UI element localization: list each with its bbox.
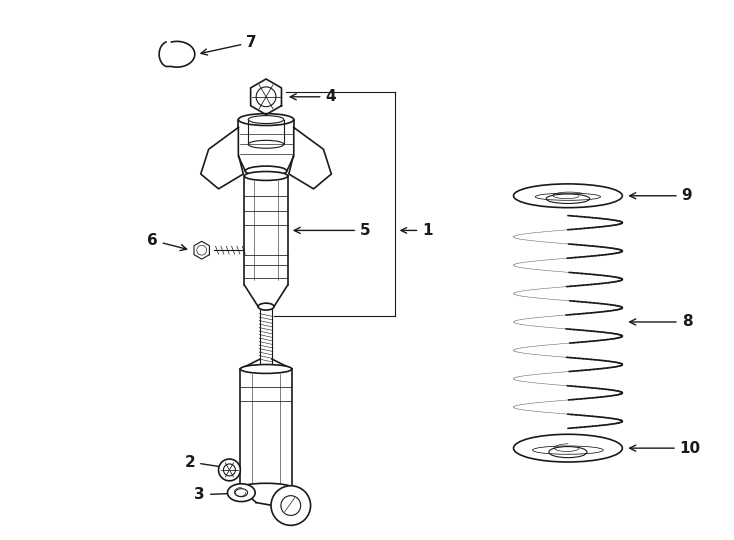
Polygon shape	[240, 369, 292, 488]
Ellipse shape	[244, 172, 288, 180]
Text: 8: 8	[630, 314, 692, 329]
Circle shape	[256, 87, 276, 107]
Circle shape	[281, 496, 301, 516]
Circle shape	[219, 459, 240, 481]
Circle shape	[223, 464, 236, 476]
Polygon shape	[256, 503, 308, 505]
Ellipse shape	[240, 483, 292, 492]
Ellipse shape	[258, 303, 274, 310]
Polygon shape	[260, 308, 272, 364]
Ellipse shape	[239, 113, 294, 125]
Circle shape	[271, 486, 310, 525]
Text: 6: 6	[147, 233, 186, 251]
Ellipse shape	[235, 489, 247, 497]
Text: 5: 5	[294, 223, 371, 238]
Text: 1: 1	[423, 223, 433, 238]
Ellipse shape	[245, 166, 287, 176]
Ellipse shape	[248, 140, 284, 148]
Text: 2: 2	[184, 455, 237, 471]
Text: 7: 7	[201, 35, 257, 55]
Ellipse shape	[514, 184, 622, 208]
Polygon shape	[159, 42, 195, 67]
Polygon shape	[250, 79, 281, 114]
Polygon shape	[200, 127, 243, 189]
Ellipse shape	[228, 484, 255, 502]
Ellipse shape	[248, 116, 284, 124]
Polygon shape	[240, 359, 292, 369]
Text: 3: 3	[195, 487, 252, 502]
Ellipse shape	[546, 194, 589, 204]
Ellipse shape	[514, 434, 622, 462]
Polygon shape	[288, 127, 331, 189]
Text: 9: 9	[630, 188, 692, 203]
Ellipse shape	[549, 447, 587, 457]
Text: 4: 4	[290, 89, 336, 104]
Polygon shape	[240, 488, 292, 503]
Polygon shape	[244, 176, 288, 285]
Text: 10: 10	[630, 441, 701, 456]
Polygon shape	[244, 285, 288, 307]
Polygon shape	[239, 156, 294, 171]
Polygon shape	[194, 241, 209, 259]
Circle shape	[197, 245, 206, 255]
Ellipse shape	[240, 364, 292, 374]
Polygon shape	[239, 119, 294, 156]
